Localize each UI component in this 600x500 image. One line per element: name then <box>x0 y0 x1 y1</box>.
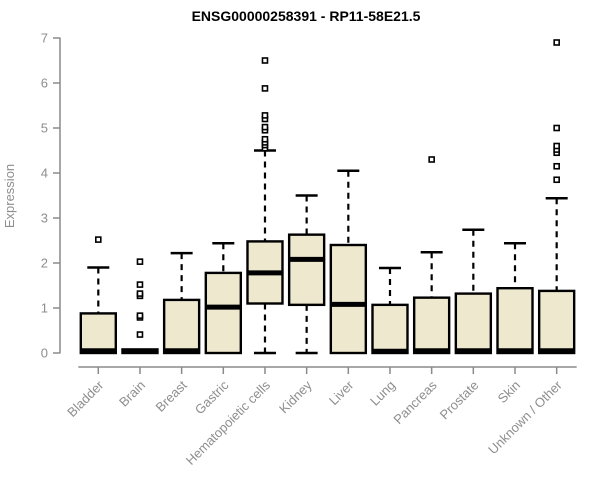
outlier-point <box>261 85 269 92</box>
outlier-point <box>553 176 560 184</box>
box-lung <box>371 303 409 355</box>
y-axis-title: Expression <box>2 164 17 228</box>
y-tick-label: 2 <box>41 256 48 271</box>
y-tick-label: 7 <box>41 31 48 46</box>
box-kidney <box>287 233 326 307</box>
y-tick-label: 0 <box>41 346 48 361</box>
y-tick-label: 4 <box>41 166 48 181</box>
outlier-point <box>136 258 144 265</box>
x-tick-label: Gastric <box>192 377 232 417</box>
x-tick-label: Unknown / Other <box>485 377 565 457</box>
y-tick-label: 6 <box>41 76 48 91</box>
x-tick-label: Lung <box>367 378 398 409</box>
outlier-point <box>136 290 144 297</box>
x-tick-label: Pancreas <box>390 377 440 427</box>
outlier-point <box>553 162 560 170</box>
x-tick-label: Prostate <box>437 378 482 423</box>
x-tick-label: Skin <box>495 378 523 406</box>
box-unknown-other <box>537 289 576 355</box>
outlier-point <box>553 39 560 46</box>
box-pancreas <box>412 296 451 355</box>
x-tick-label: Liver <box>326 377 357 408</box>
x-tick-label: Bladder <box>64 377 107 420</box>
outlier-point <box>261 57 269 64</box>
x-tick-label: Breast <box>153 377 190 414</box>
box-gastric <box>204 271 243 355</box>
outlier-point <box>261 135 269 143</box>
outlier-point <box>553 142 560 150</box>
x-tick-label: Brain <box>116 378 148 410</box>
outlier-point <box>136 312 144 319</box>
y-tick-label: 3 <box>41 211 48 226</box>
box-breast <box>162 298 201 355</box>
outlier-point <box>428 156 435 163</box>
y-tick-label: 5 <box>41 121 48 136</box>
x-tick-label: Kidney <box>276 377 315 416</box>
box-skin <box>496 287 534 355</box>
box-prostate <box>454 292 493 355</box>
outlier-point <box>261 123 269 131</box>
box-liver <box>329 243 368 355</box>
outlier-point <box>95 236 102 243</box>
box-bladder <box>79 312 118 355</box>
outlier-point <box>136 331 144 338</box>
chart-title: ENSG00000258391 - RP11-58E21.5 <box>192 8 421 24</box>
y-tick-label: 1 <box>41 301 48 316</box>
outlier-point <box>553 124 560 132</box>
outlier-point <box>136 281 144 288</box>
outlier-point <box>261 112 269 119</box>
